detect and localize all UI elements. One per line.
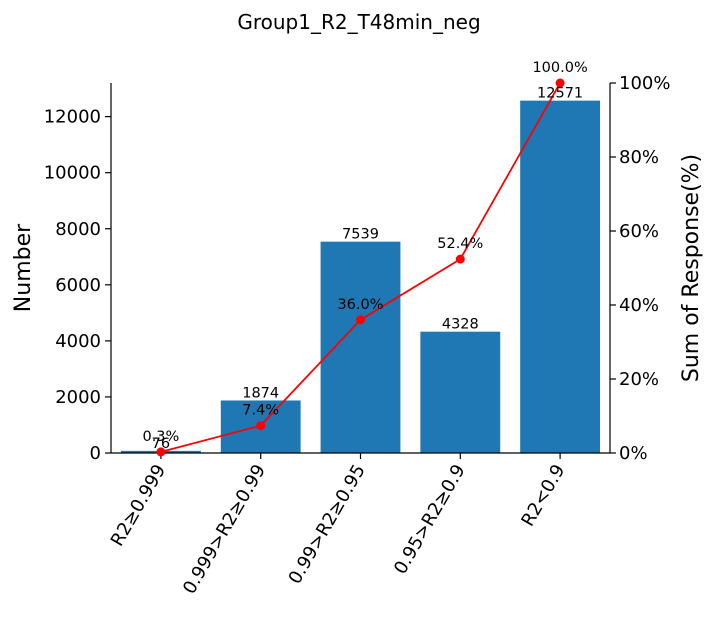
cumulative-point-1	[256, 421, 266, 431]
x-tick-label-1: 0.999>R2≥0.99	[179, 461, 270, 598]
y-tick-label-0: 0	[90, 443, 101, 464]
bars-layer	[120, 100, 601, 454]
labels-layer: 76 1874 7539 4328 12571 0.3% 7.4% 36.0% 52.4% 100…	[142, 60, 587, 452]
bar-value-label-2: 7539	[342, 227, 379, 243]
secondary-y-axis-label: Sum of Response(%)	[679, 154, 704, 382]
cumulative-point-0	[156, 447, 166, 457]
cumulative-point-3	[455, 254, 465, 264]
y-axis-label: Number	[11, 223, 36, 312]
percent-label-1: 7.4%	[242, 403, 279, 419]
cumulative-point-2	[356, 315, 365, 325]
bar-value-label-4: 12571	[537, 86, 583, 102]
bar-value-label-1: 1874	[242, 385, 279, 401]
y2-tick-label-2: 40%	[619, 295, 659, 316]
percent-label-3: 52.4%	[437, 236, 483, 252]
bar-4	[520, 100, 601, 454]
x-tick-label-0: R2≥0.999	[107, 461, 170, 550]
y-tick-label-5: 10000	[44, 163, 101, 184]
x-tick-label-4: R2<0.9	[517, 461, 569, 530]
y-tick-label-6: 12000	[44, 107, 101, 128]
chart-title: Group1_R2_T48min_neg	[237, 10, 480, 34]
y-tick-label-2: 4000	[55, 331, 101, 352]
y2-tick-label-5: 100%	[619, 73, 670, 94]
y-tick-label-1: 2000	[55, 387, 101, 408]
y2-tick-label-1: 20%	[619, 369, 659, 390]
cumulative-point-4	[555, 78, 565, 88]
bar-2	[320, 241, 401, 453]
bar-3	[420, 331, 501, 453]
percent-label-0: 0.3%	[142, 429, 179, 445]
y2-tick-label-0: 0%	[619, 443, 648, 464]
y2-tick-label-3: 60%	[619, 221, 659, 242]
bar-value-label-0: 76	[152, 436, 170, 452]
y2-tick-label-4: 80%	[619, 147, 659, 168]
percent-label-4: 100.0%	[532, 60, 587, 76]
x-tick-label-3: 0.95>R2≥0.9	[390, 461, 470, 578]
bar-value-label-3: 4328	[442, 317, 479, 333]
y-tick-label-4: 8000	[55, 219, 101, 240]
x-tick-label-2: 0.99>R2≥0.95	[285, 461, 370, 588]
percent-label-2: 36.0%	[337, 297, 383, 313]
cumulative-line-layer	[156, 78, 565, 457]
y-tick-label-3: 6000	[55, 275, 101, 296]
